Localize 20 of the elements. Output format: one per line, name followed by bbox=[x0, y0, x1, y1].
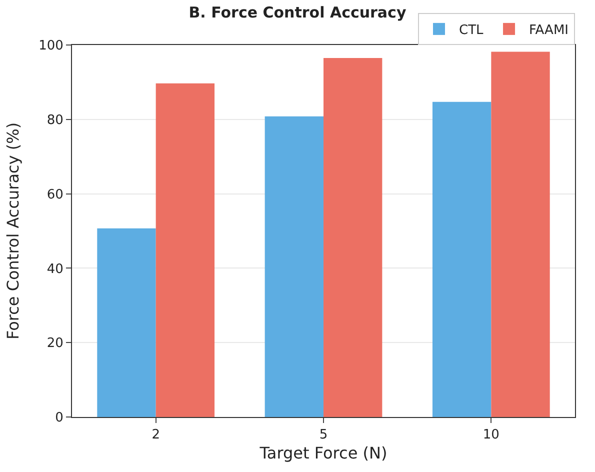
y-tick-label: 20 bbox=[46, 336, 64, 352]
x-tick-label: 2 bbox=[152, 428, 160, 443]
legend-label: FAAMI bbox=[529, 23, 568, 38]
bar bbox=[97, 228, 156, 417]
y-tick-label: 100 bbox=[38, 38, 64, 54]
legend-label: CTL bbox=[459, 23, 484, 38]
y-tick-label: 0 bbox=[55, 410, 64, 426]
y-axis-title: Force Control Accuracy (%) bbox=[3, 122, 22, 340]
x-axis-title: Target Force (N) bbox=[258, 443, 388, 462]
y-tick-label: 60 bbox=[46, 187, 64, 202]
y-tick-label: 80 bbox=[46, 112, 64, 128]
y-tick-label: 40 bbox=[46, 262, 64, 277]
bar bbox=[264, 116, 324, 417]
bar bbox=[324, 58, 382, 417]
chart-title: B. Force Control Accuracy bbox=[188, 4, 406, 22]
x-tick-label: 10 bbox=[482, 428, 500, 443]
x-tick-label: 5 bbox=[319, 428, 328, 443]
bar bbox=[491, 52, 550, 417]
bar bbox=[156, 83, 215, 417]
bar bbox=[432, 102, 492, 417]
